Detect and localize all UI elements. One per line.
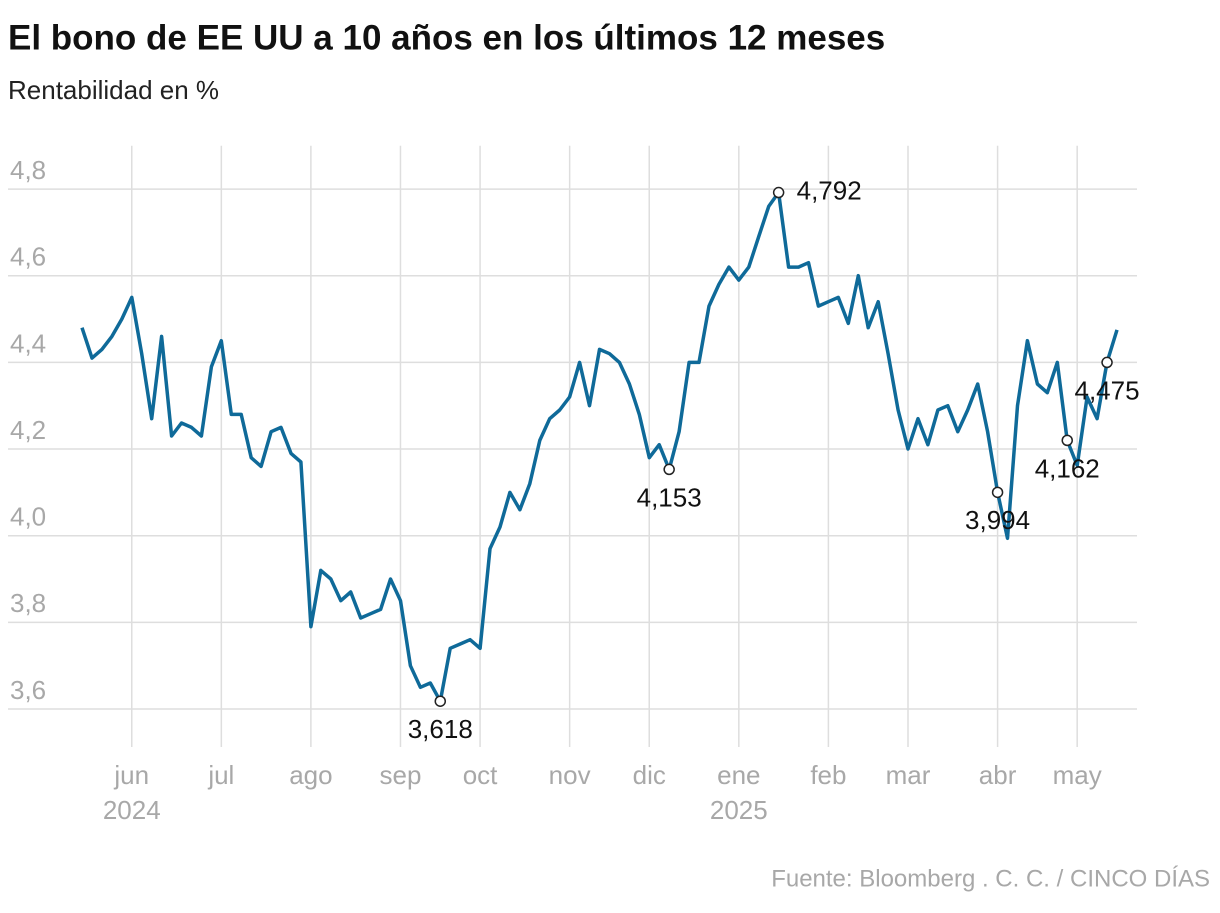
point-marker	[663, 463, 675, 476]
y-tick-label: 4,0	[10, 502, 46, 532]
y-tick-label: 3,8	[10, 588, 46, 618]
value-label: 4,475	[1075, 375, 1140, 405]
value-label: 4,153	[637, 482, 702, 512]
x-year-label: 2025	[710, 795, 768, 825]
point-marker	[1101, 356, 1113, 369]
chart-subtitle: Rentabilidad en %	[8, 75, 219, 105]
point-marker	[772, 186, 785, 199]
point-marker	[434, 695, 447, 707]
x-tick-label: feb	[810, 760, 846, 790]
value-label: 3,994	[965, 505, 1030, 535]
point-marker	[1061, 434, 1073, 447]
x-tick-label: ene	[717, 760, 760, 790]
y-tick-label: 4,6	[10, 242, 46, 272]
y-tick-label: 4,8	[10, 155, 46, 185]
value-label: 4,792	[797, 175, 862, 205]
y-tick-label: 3,6	[10, 675, 46, 705]
x-tick-label: ago	[289, 760, 332, 790]
x-year-label: 2024	[103, 795, 161, 825]
x-tick-label: dic	[633, 760, 666, 790]
value-label: 4,162	[1035, 453, 1100, 483]
point-marker	[991, 486, 1004, 499]
y-tick-label: 4,2	[10, 415, 46, 445]
x-tick-label: mar	[886, 760, 931, 790]
x-tick-label: sep	[380, 760, 422, 790]
chart-title: El bono de EE UU a 10 años en los último…	[8, 18, 885, 57]
x-tick-label: jun	[113, 760, 149, 790]
source: Fuente: Bloomberg . C. C. / CINCO DÍAS	[771, 865, 1210, 892]
x-tick-label: jul	[207, 760, 234, 790]
value-label: 3,618	[408, 714, 473, 744]
x-tick-label: nov	[549, 760, 591, 790]
line	[80, 190, 1119, 703]
x-tick-label: oct	[463, 760, 498, 790]
x-tick-label: may	[1053, 760, 1102, 790]
y-tick-label: 4,4	[10, 328, 46, 358]
x-tick-label: abr	[979, 760, 1017, 790]
